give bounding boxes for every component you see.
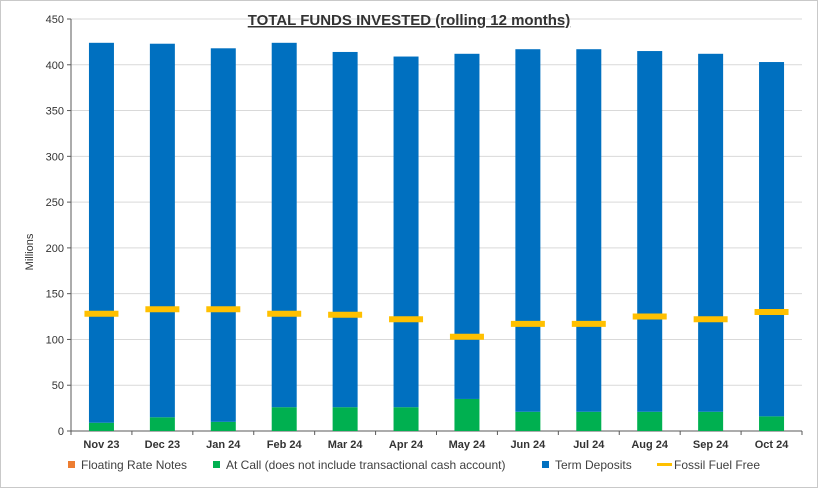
y-tick-label: 350: [46, 106, 64, 118]
x-tick-label: Mar 24: [328, 439, 364, 451]
y-tick-label: 400: [46, 60, 64, 72]
bar-term-deposits: [637, 51, 663, 412]
legend-label: At Call (does not include transactional …: [226, 458, 506, 472]
y-tick-label: 100: [46, 334, 64, 346]
bar-term-deposits: [576, 49, 602, 412]
y-tick-label: 250: [46, 197, 64, 209]
bars: [88, 42, 785, 431]
x-tick-label: Sep 24: [693, 439, 729, 451]
x-tick-label: Jun 24: [510, 439, 546, 451]
bar-at-call-does-not-include-transactional-cash-account: [271, 407, 297, 431]
bar-term-deposits: [454, 53, 480, 399]
y-tick-label: 300: [46, 151, 64, 163]
bar-at-call-does-not-include-transactional-cash-account: [149, 417, 175, 431]
bar-term-deposits: [393, 56, 419, 408]
gridlines: [71, 18, 802, 386]
x-tick-label: Oct 24: [755, 439, 790, 451]
x-tick-label: Aug 24: [631, 439, 669, 451]
legend: Floating Rate Notes At Call (does not inc…: [68, 458, 760, 472]
bar-term-deposits: [698, 53, 724, 412]
bar-at-call-does-not-include-transactional-cash-account: [454, 398, 480, 431]
legend-label: Fossil Fuel Free: [674, 458, 760, 472]
bar-term-deposits: [210, 48, 236, 422]
x-tick-label: Feb 24: [267, 439, 303, 451]
y-axis-title: Millions: [24, 233, 36, 270]
bar-at-call-does-not-include-transactional-cash-account: [576, 411, 602, 431]
chart-title: TOTAL FUNDS INVESTED (rolling 12 months): [248, 12, 571, 29]
axes: [67, 18, 803, 435]
x-tick-label: Dec 23: [145, 439, 180, 451]
bar-at-call-does-not-include-transactional-cash-account: [637, 411, 663, 431]
bar-term-deposits: [759, 62, 785, 417]
bar-at-call-does-not-include-transactional-cash-account: [393, 407, 419, 431]
y-tick-label: 0: [58, 426, 64, 438]
y-tick-label: 150: [46, 289, 64, 301]
bar-at-call-does-not-include-transactional-cash-account: [88, 422, 114, 431]
y-tick-label: 50: [52, 380, 64, 392]
bar-term-deposits: [149, 43, 175, 418]
legend-label: Floating Rate Notes: [81, 458, 187, 472]
bar-term-deposits: [332, 51, 358, 408]
bar-term-deposits: [88, 42, 114, 423]
y-tick-label: 450: [46, 14, 64, 26]
bar-at-call-does-not-include-transactional-cash-account: [210, 421, 236, 431]
legend-label: Term Deposits: [555, 458, 632, 472]
legend-swatch: [68, 461, 75, 468]
bar-at-call-does-not-include-transactional-cash-account: [698, 411, 724, 431]
legend-swatch: [213, 461, 220, 468]
bar-at-call-does-not-include-transactional-cash-account: [515, 411, 541, 431]
bar-term-deposits: [271, 42, 297, 408]
fossil-fuel-free-markers: [84, 306, 789, 340]
x-tick-label: Jul 24: [573, 439, 605, 451]
bar-at-call-does-not-include-transactional-cash-account: [759, 416, 785, 431]
bar-at-call-does-not-include-transactional-cash-account: [332, 407, 358, 431]
x-tick-label: Apr 24: [389, 439, 424, 451]
x-tick-label: Nov 23: [83, 439, 119, 451]
x-tick-label: Jan 24: [206, 439, 241, 451]
bar-term-deposits: [515, 49, 541, 412]
axis-labels: 0 50 100 150 200 250 300 350 400 450 Nov 23 Dec 23 J…: [46, 14, 790, 451]
y-tick-label: 200: [46, 243, 64, 255]
x-tick-label: May 24: [449, 439, 487, 451]
legend-swatch: [542, 461, 549, 468]
